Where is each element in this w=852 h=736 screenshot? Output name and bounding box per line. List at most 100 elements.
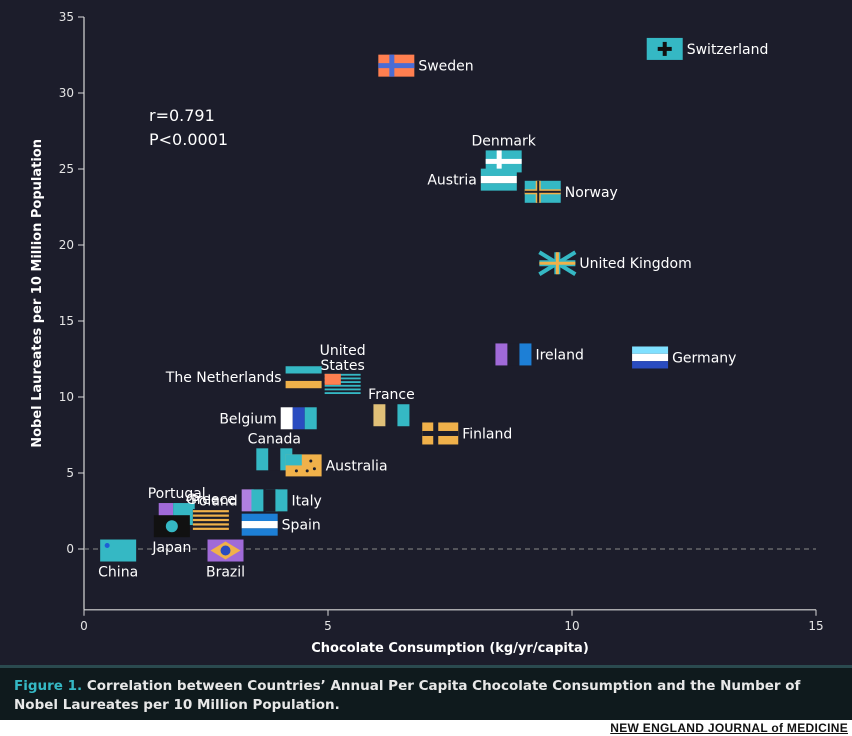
point-label: Germany: [672, 350, 736, 366]
flag-stripe: [480, 175, 517, 184]
data-point-france: France: [368, 387, 415, 427]
data-point-belgium: Belgium: [219, 407, 317, 430]
plot-area: 0 5 10 15 20 25 30 35 0 5 10 15 Chocolate Consumptio…: [30, 10, 824, 656]
flag-disc: [165, 520, 178, 533]
flag-stripe: [632, 346, 669, 354]
journal-name: NEW ENGLAND JOURNAL of MEDICINE: [610, 721, 848, 735]
flag-star: [294, 469, 298, 473]
flag-cross-h: [378, 63, 415, 69]
data-point-sweden: Sweden: [378, 54, 474, 77]
flag-stripe: [397, 404, 410, 427]
point-label: Canada: [248, 431, 301, 447]
flag-stripe: [519, 343, 532, 366]
data-point-ireland: Ireland: [495, 343, 584, 366]
flag-stripe: [480, 168, 517, 176]
flag-stripe: [632, 361, 669, 369]
flag-stripe: [285, 380, 322, 389]
point-label: Austria: [427, 173, 476, 189]
y-axis-label: Nobel Laureates per 10 Million Populatio…: [30, 139, 45, 448]
y-tick-label: 15: [59, 314, 74, 328]
point-label: Sweden: [418, 59, 473, 75]
data-point-finland: Finland: [422, 422, 512, 445]
point-label: Portugal: [148, 486, 206, 502]
flag-cross-h: [657, 46, 672, 51]
flag-stripe: [192, 510, 229, 513]
flag-stripe: [263, 489, 276, 512]
y-tick-label: 0: [66, 542, 74, 556]
x-tick-label: 10: [564, 619, 579, 633]
flag-stripe: [192, 527, 229, 530]
flag-stripe: [507, 343, 520, 366]
y-tick-label: 25: [59, 162, 74, 176]
flag-stripe: [632, 353, 669, 362]
flag-stripe: [495, 343, 508, 366]
flag-stripe: [480, 183, 517, 191]
flag-stripe: [241, 528, 278, 536]
flag-field: [100, 539, 137, 562]
data-point-norway: Norway: [524, 180, 618, 203]
point-label: Ireland: [535, 347, 583, 363]
data-point-switzerland: Switzerland: [646, 37, 769, 60]
flag-stripe: [280, 407, 293, 430]
point-label: Finland: [462, 426, 512, 442]
figure-caption-text: Correlation between Countries’ Annual Pe…: [14, 678, 801, 713]
point-label: Denmark: [472, 133, 537, 149]
x-tick-label: 0: [80, 619, 88, 633]
y-tick-label: 5: [66, 466, 74, 480]
data-point-united-kingdom: United Kingdom: [538, 250, 692, 276]
point-label: United Kingdom: [579, 256, 691, 272]
flag-stripe: [324, 388, 361, 391]
flag-stripe: [192, 523, 229, 526]
data-point-italy: Italy: [251, 489, 322, 512]
flag-cross-inner-h: [524, 190, 561, 193]
flag-stripe: [285, 373, 322, 381]
point-label: Italy: [291, 493, 321, 509]
flag-stripe: [256, 448, 269, 471]
data-point-united-states: United States: [320, 343, 366, 395]
point-label: Australia: [326, 458, 388, 474]
y-tick-label: 10: [59, 390, 74, 404]
flag-stripe: [324, 377, 361, 380]
flag-stripe: [275, 489, 288, 512]
flag-stripe: [241, 489, 254, 512]
point-label: Poland: [191, 493, 238, 509]
journal-footer: NEW ENGLAND JOURNAL of MEDICINE: [0, 720, 852, 736]
flag-stripe: [241, 513, 278, 522]
correlation-r: r=0.791: [149, 106, 215, 125]
point-label: United States: [320, 343, 366, 374]
flag-star: [104, 543, 110, 549]
scatter-chart: 0 5 10 15 20 25 30 35 0 5 10 15 Chocolate Consumptio…: [30, 10, 824, 656]
data-point-austria: Austria: [427, 168, 517, 191]
flag-stripe: [385, 404, 398, 427]
point-label: Spain: [282, 518, 321, 534]
point-label: Norway: [565, 185, 618, 201]
point-label: Japan: [151, 540, 191, 556]
point-label: Switzerland: [687, 42, 769, 58]
flag-stripe: [192, 514, 229, 517]
flag-stripe: [324, 381, 361, 384]
data-point-germany: Germany: [632, 346, 736, 369]
flag-stripe: [292, 407, 305, 430]
y-tick-label: 20: [59, 238, 74, 252]
flag-star: [305, 469, 309, 473]
x-tick-label: 15: [808, 619, 823, 633]
flag-stripe: [324, 392, 361, 395]
flag-cross-h: [485, 158, 522, 164]
flag-cross-h: [422, 430, 459, 436]
point-label: The Netherlands: [165, 370, 282, 386]
point-label: Brazil: [206, 565, 245, 581]
point-label: China: [98, 565, 138, 581]
data-point-greece: Greece: [186, 492, 236, 532]
flag-stripe: [324, 384, 361, 387]
flag-canton: [324, 373, 341, 385]
figure-caption: Figure 1. Correlation between Countries’…: [0, 665, 852, 720]
point-label: France: [368, 387, 415, 403]
flag-stripe: [251, 489, 264, 512]
data-point-spain: Spain: [241, 513, 321, 536]
flag-stripe: [373, 404, 386, 427]
figure-label: Figure 1.: [14, 678, 83, 694]
x-axis-label: Chocolate Consumption (kg/yr/capita): [311, 641, 589, 656]
flag-disc: [220, 545, 231, 556]
data-point-canada: Canada: [248, 431, 301, 471]
p-value: P<0.0001: [149, 130, 228, 149]
